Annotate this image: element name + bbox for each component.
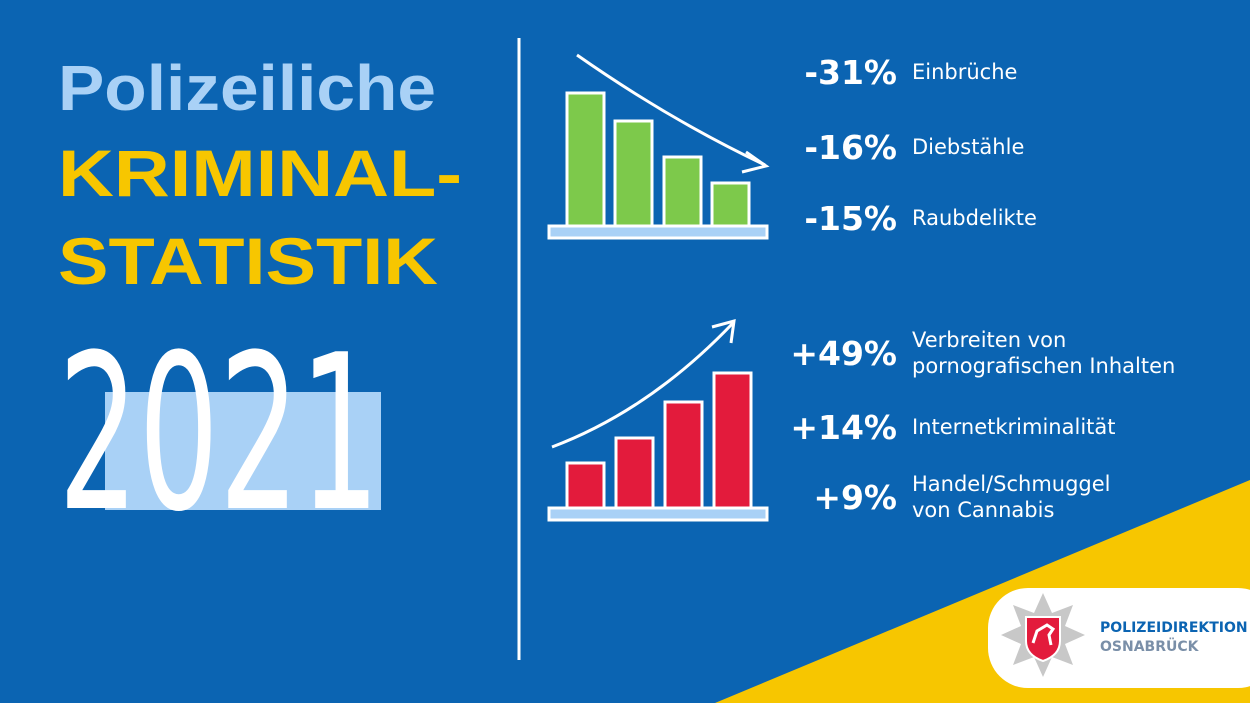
year-highlight [105, 392, 381, 510]
label: Internetkriminalität [912, 415, 1116, 439]
icon-bar [710, 181, 751, 228]
icon-arrowhead [741, 150, 770, 174]
logo-badge: POLIZEIDIREKTION OSNABRÜCK [988, 588, 1250, 688]
icon-arrow [576, 53, 766, 167]
icon-bar [614, 436, 655, 510]
change: -31% [804, 53, 897, 92]
title-line1: Polizeiliche [58, 52, 436, 124]
change: +14% [790, 408, 897, 447]
icon-bar [662, 155, 703, 228]
change: +9% [813, 478, 897, 517]
increase-icon [547, 318, 769, 522]
label: von Cannabis [912, 498, 1054, 522]
label: Verbreiten von [912, 328, 1066, 352]
stats: -31% Einbrüche -16% Diebstähle -15% Raubdelik… [790, 53, 1175, 522]
title-line2: KRIMINAL- [58, 136, 462, 210]
change: +49% [790, 334, 897, 373]
icon-bar [712, 371, 753, 510]
change: -15% [804, 199, 897, 238]
label: Einbrüche [912, 60, 1017, 84]
change: -16% [804, 128, 897, 167]
icon-arrowhead [711, 318, 736, 344]
logo-line1: POLIZEIDIREKTION [1100, 620, 1248, 636]
label: Handel/Schmuggel [912, 472, 1111, 496]
icon-bar [663, 400, 704, 510]
title-line3: STATISTIK [58, 224, 438, 298]
icon-base [547, 506, 769, 522]
label: Diebstähle [912, 135, 1024, 159]
logo-line2: OSNABRÜCK [1100, 637, 1200, 655]
logo-star [1001, 593, 1085, 677]
year: 2021 [58, 308, 380, 559]
decrease-icon [547, 53, 770, 240]
label: pornografischen Inhalten [912, 354, 1175, 378]
label: Raubdelikte [912, 206, 1037, 230]
icon-bar [565, 461, 606, 510]
icon-bar [565, 91, 606, 228]
icon-arrow [551, 321, 735, 449]
icon-bar [613, 119, 654, 228]
icon-base [547, 224, 769, 240]
